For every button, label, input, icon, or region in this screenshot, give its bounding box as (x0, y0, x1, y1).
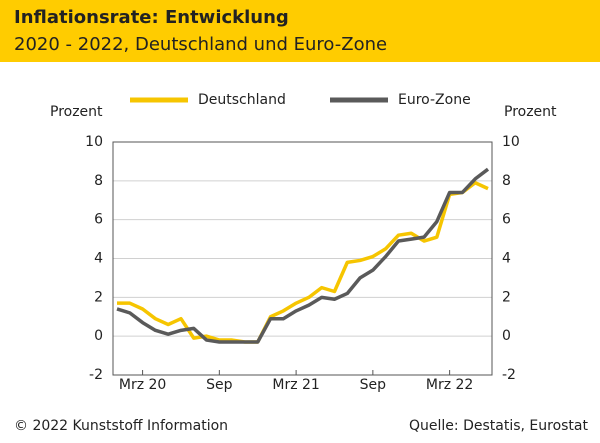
chart-subtitle: 2020 - 2022, Deutschland und Euro-Zone (14, 34, 387, 55)
legend-label: Deutschland (198, 92, 286, 108)
y2-tick-label: 8 (502, 173, 511, 189)
legend-label: Euro-Zone (398, 92, 471, 108)
y2-tick-label: 10 (502, 134, 520, 150)
y-tick-label: 0 (94, 328, 103, 344)
copyright: © 2022 Kunststoff Information (14, 418, 228, 434)
y-axis-label: Prozent (50, 104, 103, 120)
y-tick-label: -2 (89, 367, 103, 383)
source: Quelle: Destatis, Eurostat (409, 418, 588, 434)
plot-frame (112, 141, 493, 376)
line (116, 167, 490, 344)
y2-tick-label: 6 (502, 212, 511, 228)
y-tick-label: 8 (94, 173, 103, 189)
header-band (0, 0, 600, 62)
x-tick-label: Mrz 22 (426, 377, 473, 393)
x-tick-label: Mrz 21 (272, 377, 319, 393)
x-tick-label: Sep (206, 377, 233, 393)
y2-tick-label: 4 (502, 251, 511, 267)
y2-tick-label: -2 (502, 367, 516, 383)
x-tick-label: Mrz 20 (119, 377, 166, 393)
y2-tick-label: 2 (502, 289, 511, 305)
y2-tick-label: 0 (502, 328, 511, 344)
y-tick-label: 2 (94, 289, 103, 305)
y-tick-label: 10 (85, 134, 103, 150)
chart-title: Inflationsrate: Entwicklung (14, 7, 289, 28)
line (117, 181, 489, 344)
y-tick-label: 6 (94, 212, 103, 228)
y-tick-label: 4 (94, 251, 103, 267)
y2-axis-label: Prozent (504, 104, 557, 120)
x-tick-label: Sep (360, 377, 387, 393)
